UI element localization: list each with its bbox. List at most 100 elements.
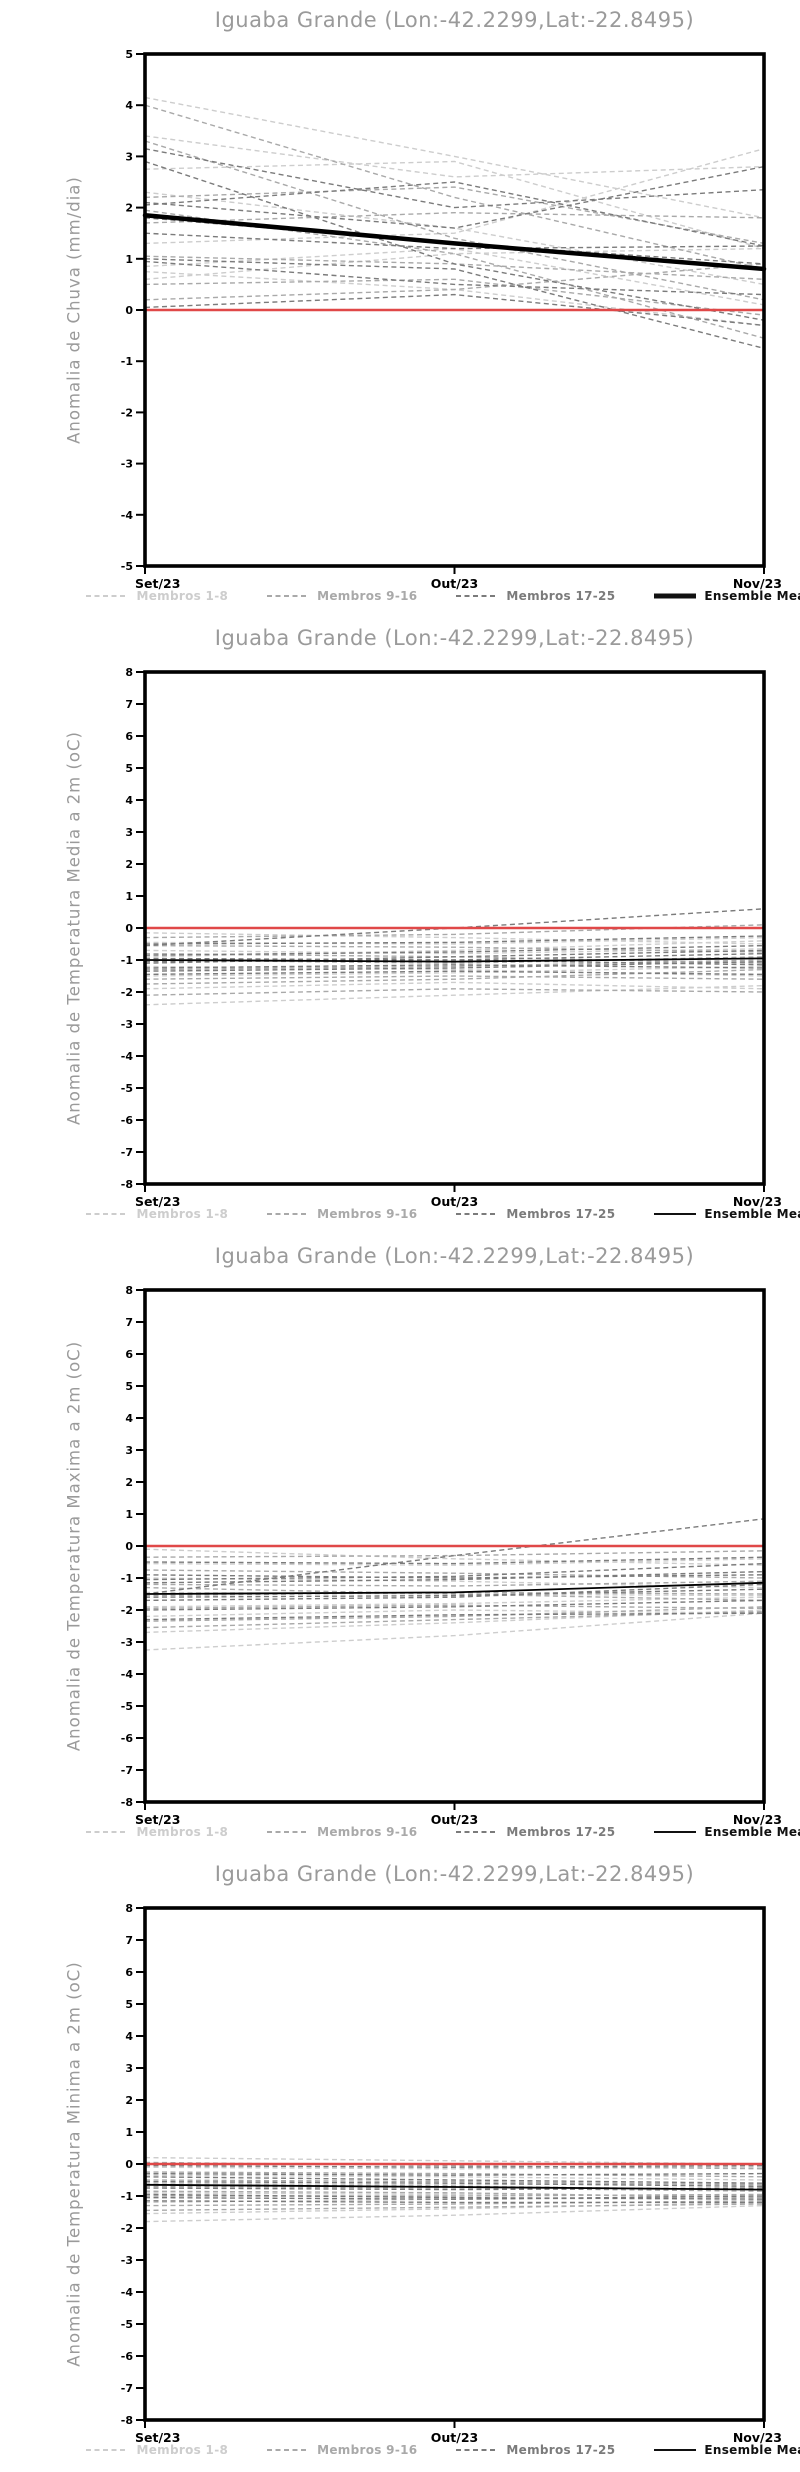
legend-item-ensemble-mean: Ensemble Mean xyxy=(653,2443,800,2457)
svg-text:5: 5 xyxy=(125,1998,133,2011)
legend-item-membros-1: Membros 1-8 xyxy=(85,1207,228,1221)
legend-item-membros-1: Membros 1-8 xyxy=(85,1825,228,1839)
svg-text:-2: -2 xyxy=(121,986,133,999)
svg-text:-3: -3 xyxy=(121,2254,133,2267)
svg-text:-2: -2 xyxy=(121,2222,133,2235)
svg-text:-4: -4 xyxy=(121,1668,134,1681)
legend-item-ensemble-mean: Ensemble Mean xyxy=(653,1207,800,1221)
chart-block-max-temp-anomaly: Iguaba Grande (Lon:-42.2299,Lat:-22.8495… xyxy=(0,1236,800,1854)
chart-block-min-temp-anomaly: Iguaba Grande (Lon:-42.2299,Lat:-22.8495… xyxy=(0,1854,800,2472)
legend-label: Membros 9-16 xyxy=(317,1207,418,1221)
svg-text:Set/23: Set/23 xyxy=(135,1194,180,1209)
svg-text:6: 6 xyxy=(125,1966,133,1979)
svg-text:1: 1 xyxy=(125,253,133,266)
chart-title: Iguaba Grande (Lon:-42.2299,Lat:-22.8495… xyxy=(214,8,695,32)
svg-text:-2: -2 xyxy=(121,1604,133,1617)
legend-item-ensemble-mean: Ensemble Mean xyxy=(653,1825,800,1839)
svg-text:7: 7 xyxy=(125,1934,133,1947)
svg-text:-4: -4 xyxy=(121,509,134,522)
legend-label: Ensemble Mean xyxy=(704,589,800,603)
svg-text:-5: -5 xyxy=(121,560,133,573)
svg-text:-6: -6 xyxy=(121,1114,134,1127)
legend-label: Membros 17-25 xyxy=(506,1207,616,1221)
chart-title: Iguaba Grande (Lon:-42.2299,Lat:-22.8495… xyxy=(214,1244,695,1268)
svg-text:1: 1 xyxy=(125,890,133,903)
svg-text:-8: -8 xyxy=(121,1796,133,1809)
legend-item-membros-3: Membros 17-25 xyxy=(455,589,615,603)
plot-area: -8 -7 -6 -5 -4 -3 -2 -1 0 1 2 3 4 5 6 7 8 Set/23 Out/23 Nov… xyxy=(0,1236,800,1854)
chart-block-rain-anomaly: Iguaba Grande (Lon:-42.2299,Lat:-22.8495… xyxy=(0,0,800,618)
svg-text:4: 4 xyxy=(125,794,133,807)
plot-area: -5 -4 -3 -2 -1 0 1 2 3 4 5 Set/23 Out/23 Nov/23 xyxy=(0,0,800,618)
svg-text:-7: -7 xyxy=(121,2382,133,2395)
svg-text:-8: -8 xyxy=(121,2414,133,2427)
svg-text:1: 1 xyxy=(125,2126,133,2139)
svg-text:-4: -4 xyxy=(121,1050,134,1063)
chart-title: Iguaba Grande (Lon:-42.2299,Lat:-22.8495… xyxy=(214,626,695,650)
svg-text:-8: -8 xyxy=(121,1178,133,1191)
legend-item-membros-2: Membros 9-16 xyxy=(266,2443,417,2457)
legend-label: Membros 1-8 xyxy=(136,589,229,603)
svg-text:3: 3 xyxy=(125,826,133,839)
svg-text:-3: -3 xyxy=(121,1636,133,1649)
svg-text:0: 0 xyxy=(125,1540,133,1553)
plot-area: -8 -7 -6 -5 -4 -3 -2 -1 0 1 2 3 4 5 6 7 8 Set/23 Out/23 Nov… xyxy=(0,618,800,1236)
svg-text:4: 4 xyxy=(125,99,133,112)
svg-text:Set/23: Set/23 xyxy=(135,576,180,591)
svg-text:-6: -6 xyxy=(121,2350,134,2363)
legend: Membros 1-8 Membros 9-16 Membros 17-25 Ense… xyxy=(86,2438,800,2462)
svg-text:Nov/23: Nov/23 xyxy=(733,1194,782,1209)
svg-text:5: 5 xyxy=(125,48,133,61)
svg-text:-5: -5 xyxy=(121,1700,133,1713)
svg-text:8: 8 xyxy=(125,666,133,679)
svg-text:7: 7 xyxy=(125,698,133,711)
legend-item-membros-1: Membros 1-8 xyxy=(85,2443,228,2457)
legend-label: Membros 9-16 xyxy=(317,589,418,603)
legend-label: Ensemble Mean xyxy=(704,1825,800,1839)
legend-label: Membros 17-25 xyxy=(506,589,616,603)
svg-text:3: 3 xyxy=(125,1444,133,1457)
legend: Membros 1-8 Membros 9-16 Membros 17-25 Ense… xyxy=(86,1820,800,1844)
legend-item-membros-1: Membros 1-8 xyxy=(85,589,228,603)
svg-text:Nov/23: Nov/23 xyxy=(733,1812,782,1827)
svg-text:0: 0 xyxy=(125,922,133,935)
legend: Membros 1-8 Membros 9-16 Membros 17-25 Ense… xyxy=(86,1202,800,1226)
chart-title: Iguaba Grande (Lon:-42.2299,Lat:-22.8495… xyxy=(214,1862,695,1886)
svg-text:Out/23: Out/23 xyxy=(431,576,478,591)
legend-item-membros-2: Membros 9-16 xyxy=(266,589,417,603)
svg-text:0: 0 xyxy=(125,2158,133,2171)
svg-text:-2: -2 xyxy=(121,406,133,419)
svg-text:-7: -7 xyxy=(121,1764,133,1777)
legend-label: Ensemble Mean xyxy=(704,1207,800,1221)
svg-text:6: 6 xyxy=(125,730,133,743)
svg-text:-3: -3 xyxy=(121,1018,133,1031)
svg-text:-6: -6 xyxy=(121,1732,134,1745)
legend-label: Ensemble Mean xyxy=(704,2443,800,2457)
svg-text:-5: -5 xyxy=(121,2318,133,2331)
svg-text:4: 4 xyxy=(125,2030,133,2043)
svg-text:8: 8 xyxy=(125,1284,133,1297)
svg-text:Set/23: Set/23 xyxy=(135,1812,180,1827)
svg-text:2: 2 xyxy=(125,858,133,871)
legend-label: Membros 1-8 xyxy=(136,1825,229,1839)
svg-text:6: 6 xyxy=(125,1348,133,1361)
svg-text:5: 5 xyxy=(125,1380,133,1393)
svg-text:Nov/23: Nov/23 xyxy=(733,576,782,591)
svg-text:4: 4 xyxy=(125,1412,133,1425)
svg-text:0: 0 xyxy=(125,304,133,317)
svg-text:-4: -4 xyxy=(121,2286,134,2299)
legend: Membros 1-8 Membros 9-16 Membros 17-25 Ense… xyxy=(86,584,800,608)
legend-item-membros-3: Membros 17-25 xyxy=(455,2443,615,2457)
legend-item-membros-2: Membros 9-16 xyxy=(266,1207,417,1221)
svg-text:2: 2 xyxy=(125,202,133,215)
svg-text:Set/23: Set/23 xyxy=(135,2430,180,2445)
svg-text:-1: -1 xyxy=(121,2190,133,2203)
plot-area: -8 -7 -6 -5 -4 -3 -2 -1 0 1 2 3 4 5 6 7 8 Set/23 Out/23 Nov… xyxy=(0,1854,800,2472)
chart-block-mean-temp-anomaly: Iguaba Grande (Lon:-42.2299,Lat:-22.8495… xyxy=(0,618,800,1236)
legend-item-ensemble-mean: Ensemble Mean xyxy=(653,589,800,603)
svg-text:3: 3 xyxy=(125,150,133,163)
svg-text:-1: -1 xyxy=(121,1572,133,1585)
svg-text:3: 3 xyxy=(125,2062,133,2075)
svg-text:-7: -7 xyxy=(121,1146,133,1159)
legend-label: Membros 1-8 xyxy=(136,1207,229,1221)
